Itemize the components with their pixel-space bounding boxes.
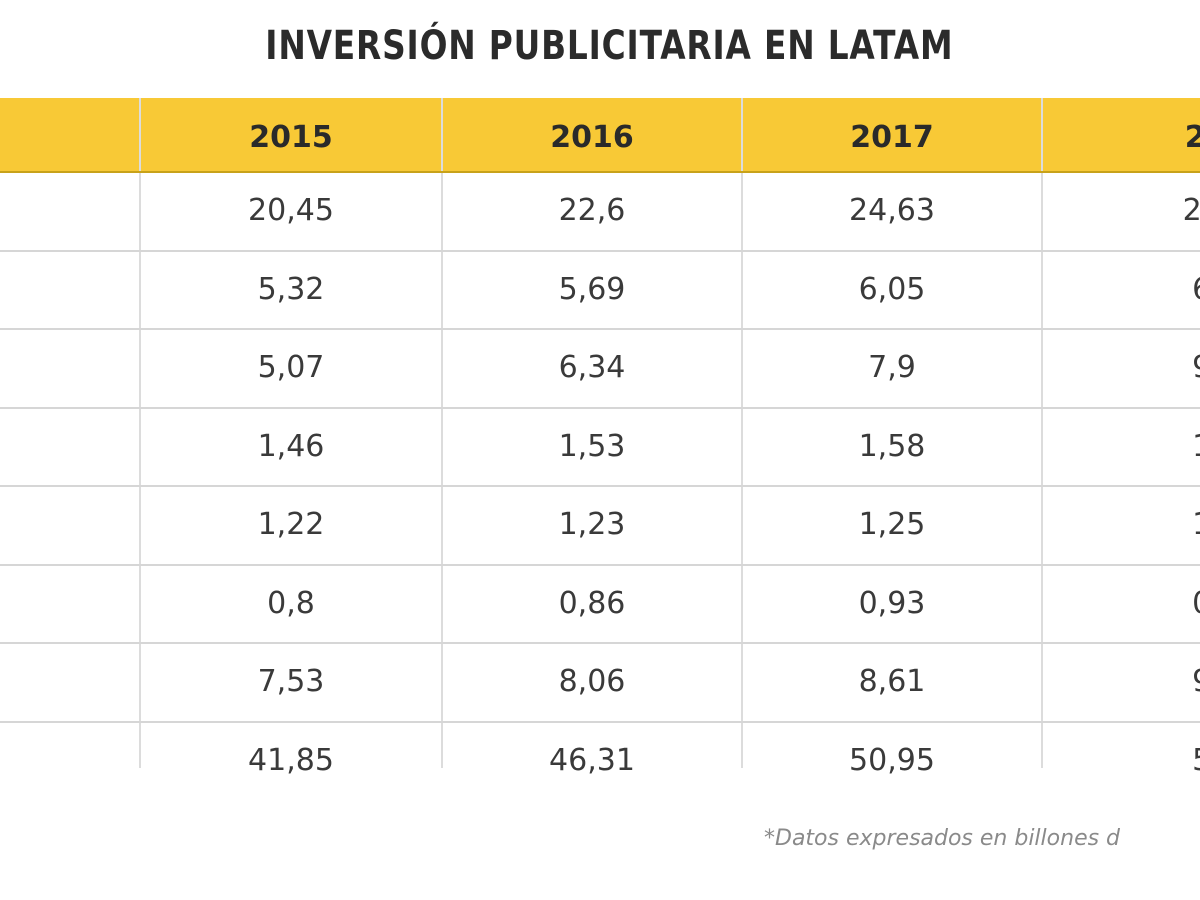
table-cell: 6,34: [558, 350, 626, 385]
table-cell: 50,95: [849, 742, 935, 778]
column-divider: [139, 98, 141, 768]
table-cell: 0,86: [558, 585, 626, 621]
table-cell: 8,06: [558, 664, 626, 699]
table-cell: 24,63: [849, 193, 935, 228]
table-header-band: [0, 98, 1200, 172]
chart-title: INVERSIÓN PUBLICITARIA EN LATAM: [265, 23, 954, 69]
column-header: 2016: [550, 120, 634, 155]
row-divider: [0, 249, 1200, 252]
column-header: 2015: [249, 120, 333, 155]
header-rule: [0, 171, 1200, 173]
table-cell: 8,61: [858, 664, 926, 699]
table-cell: 02: [0, 723, 140, 799]
table-cell: 6,5: [1066, 252, 1200, 328]
column-divider: [741, 98, 743, 768]
row-divider: [0, 406, 1200, 409]
table-cell: 7,53: [257, 664, 325, 699]
table-cell: 5,69: [558, 271, 626, 307]
table-cell: 5,07: [257, 350, 325, 385]
table-cell: 1,23: [558, 507, 626, 542]
table-cell: 76: [0, 173, 140, 249]
table-cell: 04: [0, 252, 140, 328]
row-divider: [0, 563, 1200, 566]
column-header: 14: [0, 98, 140, 172]
table-cell: 96: [0, 330, 140, 406]
table-cell: 1,25: [858, 507, 926, 542]
table-cell: 0,9: [1066, 566, 1200, 642]
column-divider: [1041, 98, 1043, 768]
row-divider: [0, 485, 1200, 487]
table-cell: 7,9: [868, 350, 916, 385]
table-cell: 6,05: [858, 271, 926, 307]
table-cell: 33: [0, 644, 140, 720]
table-cell: 9,7: [1066, 330, 1200, 406]
table-cell: 46,31: [549, 742, 635, 778]
table-cell: 73: [0, 566, 140, 642]
column-header: 201: [1184, 120, 1200, 155]
table-cell: 56,: [1066, 723, 1200, 799]
table-cell: 41,85: [248, 742, 334, 778]
row-divider: [0, 720, 1200, 723]
row-divider: [0, 328, 1200, 330]
data-table: 14 2015 2016 2017 201 76 20,45 22,6 24,63 27,0 04 5…: [0, 98, 1200, 798]
table-cell: 1,2: [1066, 487, 1200, 563]
table-cell: 22: [0, 487, 140, 563]
table-cell: 22,6: [558, 193, 626, 228]
table-cell: 1,46: [257, 428, 325, 464]
table-cell: 0,93: [858, 585, 926, 621]
table-cell: 5,32: [257, 271, 325, 307]
table-cell: 1,6: [1066, 409, 1200, 485]
table-cell: 1,22: [257, 507, 325, 542]
table-cell: 0,8: [267, 585, 315, 621]
column-divider: [441, 98, 443, 768]
column-header: 2017: [850, 120, 934, 155]
footnote: *Datos expresados en billones d: [764, 826, 1121, 851]
table-cell: 20,45: [248, 193, 334, 228]
table-cell: 1,58: [858, 428, 926, 464]
table-cell: 36: [0, 409, 140, 485]
table-cell: 27,0: [1182, 193, 1200, 228]
table-cell: 1,53: [558, 428, 626, 464]
row-divider: [0, 642, 1200, 644]
table-cell: 9,4: [1066, 644, 1200, 720]
